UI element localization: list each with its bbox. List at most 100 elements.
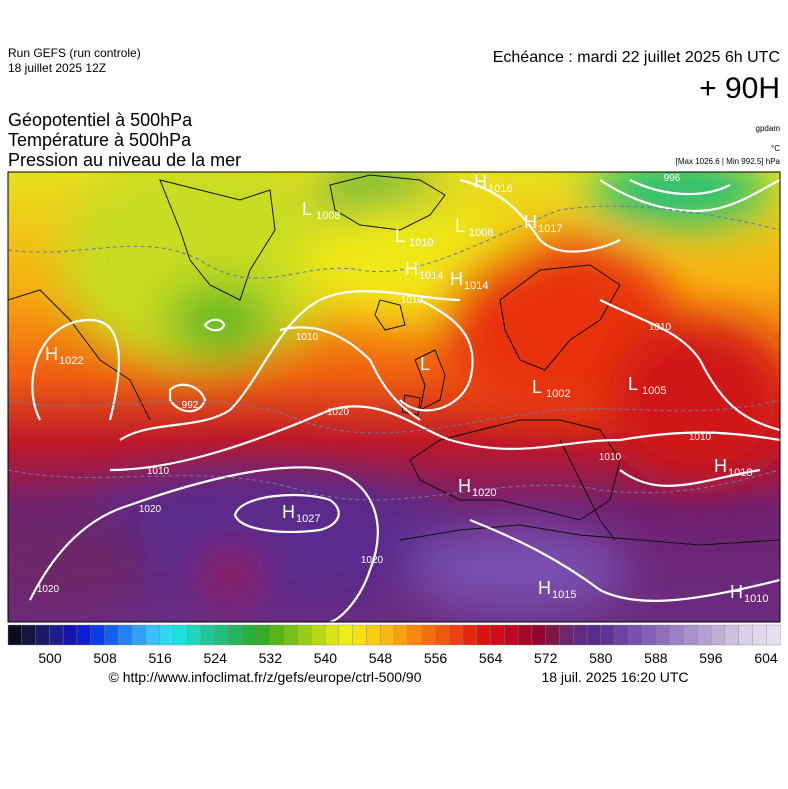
colorbar-swatch (173, 624, 188, 646)
colorbar-swatch (255, 624, 271, 646)
center-kind: H (474, 172, 487, 192)
colorbar-tick-label: 572 (534, 650, 558, 666)
colorbar-swatch (476, 624, 492, 646)
isobar-label: 1020 (37, 584, 60, 595)
unit-label: gpdam (756, 124, 781, 133)
colorbar-swatch (462, 624, 478, 646)
colorbar-swatch (187, 624, 202, 646)
colorbar-tick-label: 588 (644, 650, 668, 666)
title-line: Pression au niveau de la mer (8, 150, 241, 170)
unit-label: °C (771, 144, 780, 153)
center-value: 1015 (552, 589, 576, 601)
colorbar-swatch (600, 624, 616, 646)
isobar-label: 1020 (139, 504, 162, 515)
colorbar-swatch (573, 624, 588, 646)
colorbar-swatch (724, 624, 740, 646)
isobar-label: 1010 (296, 332, 319, 343)
isobar-labels: 1010 1010 1010 1020 1010 1020 1010 1010 1020 1020… (37, 173, 712, 595)
colorbar-swatch (614, 624, 629, 646)
colorbar-swatch (21, 624, 37, 646)
colorbar-swatch (297, 624, 312, 646)
colorbar-swatch (517, 624, 533, 646)
isobar-label: 1020 (327, 407, 350, 418)
colorbar-swatch (641, 624, 657, 646)
colorbar-swatch (49, 624, 64, 646)
colorbar-swatch (407, 624, 423, 646)
center-value: 1027 (296, 513, 320, 525)
colorbar-swatch (311, 624, 326, 646)
pressure-range: [Max 1026.6 | Min 992.5] hPa (676, 157, 781, 166)
center-value: 1017 (538, 223, 562, 235)
colorbar-tick-label: 516 (148, 650, 172, 666)
isobars (29, 178, 780, 622)
colorbar-swatch (393, 624, 409, 646)
coastlines (8, 174, 780, 546)
colorbar-swatch (380, 624, 395, 646)
source-link: © http://www.infoclimat.fr/z/gefs/europe… (108, 669, 421, 685)
run-label: Run GEFS (run controle) (8, 46, 141, 60)
colorbar-tick-label: 500 (38, 650, 62, 666)
colorbar-tick-label: 580 (589, 650, 613, 666)
colorbar-tick-label: 508 (93, 650, 117, 666)
center-value: 1014 (464, 280, 488, 292)
valid-time: Echéance : mardi 22 juillet 2025 6h UTC (493, 49, 780, 66)
colorbar-swatch (104, 624, 119, 646)
center-value: 1010 (409, 237, 433, 249)
center-kind: L (628, 374, 638, 394)
run-date: 18 juillet 2025 12Z (8, 61, 106, 75)
colorbar-swatch (228, 624, 243, 646)
center-value: 1022 (59, 355, 83, 367)
center-kind: L (395, 226, 405, 246)
center-kind: L (420, 354, 430, 374)
colorbar-swatch (214, 624, 230, 646)
colorbar-tick-label: 604 (754, 650, 778, 666)
colorbar-swatch (448, 624, 464, 646)
colorbar-swatch (283, 624, 299, 646)
center-value: 1002 (546, 388, 570, 400)
colorbar-swatch (435, 624, 450, 646)
colorbar-swatch (200, 624, 216, 646)
colorbar-swatch (628, 624, 643, 646)
colorbar-swatch (697, 624, 712, 646)
generated-time: 18 juil. 2025 16:20 UTC (541, 669, 688, 685)
center-value: 1016 (488, 183, 512, 195)
isobar-label: 1020 (361, 555, 384, 566)
colorbar-swatch (35, 624, 50, 646)
colorbar-swatch (545, 624, 561, 646)
colorbar-swatch (531, 624, 547, 646)
colorbar-tick-label: 540 (314, 650, 338, 666)
center-value: 1018 (728, 467, 752, 479)
colorbar-swatch (90, 624, 106, 646)
colorbar-swatch (504, 624, 519, 646)
center-value: 1010 (744, 593, 768, 605)
isobar-label: 1010 (649, 322, 672, 333)
isobar-label: 1010 (401, 295, 424, 306)
colorbar-tick-label: 532 (259, 650, 283, 666)
colorbar-swatch (62, 624, 78, 646)
colorbar-swatch (324, 624, 340, 646)
center-kind: L (532, 377, 542, 397)
colorbar-swatch (242, 624, 257, 646)
colorbar-swatch (159, 624, 175, 646)
colorbar-swatch (421, 624, 436, 646)
colorbar-swatch (586, 624, 602, 646)
center-kind: H (524, 212, 537, 232)
colorbar-swatch (738, 624, 754, 646)
center-kind: H (730, 582, 743, 602)
colorbar-swatch (766, 624, 781, 646)
center-value: 1008 (469, 227, 493, 239)
colorbar-swatch (145, 624, 161, 646)
colorbar-swatch (7, 624, 23, 646)
colorbar-swatch (655, 624, 671, 646)
center-kind: H (458, 476, 471, 496)
center-kind: H (282, 502, 295, 522)
title-line: Température à 500hPa (8, 130, 192, 150)
center-value: 1014 (419, 270, 443, 282)
colorbar-swatch (710, 624, 726, 646)
isobar-label: 1010 (599, 452, 622, 463)
colorbar-swatch (352, 624, 368, 646)
center-value: 1005 (642, 385, 666, 397)
